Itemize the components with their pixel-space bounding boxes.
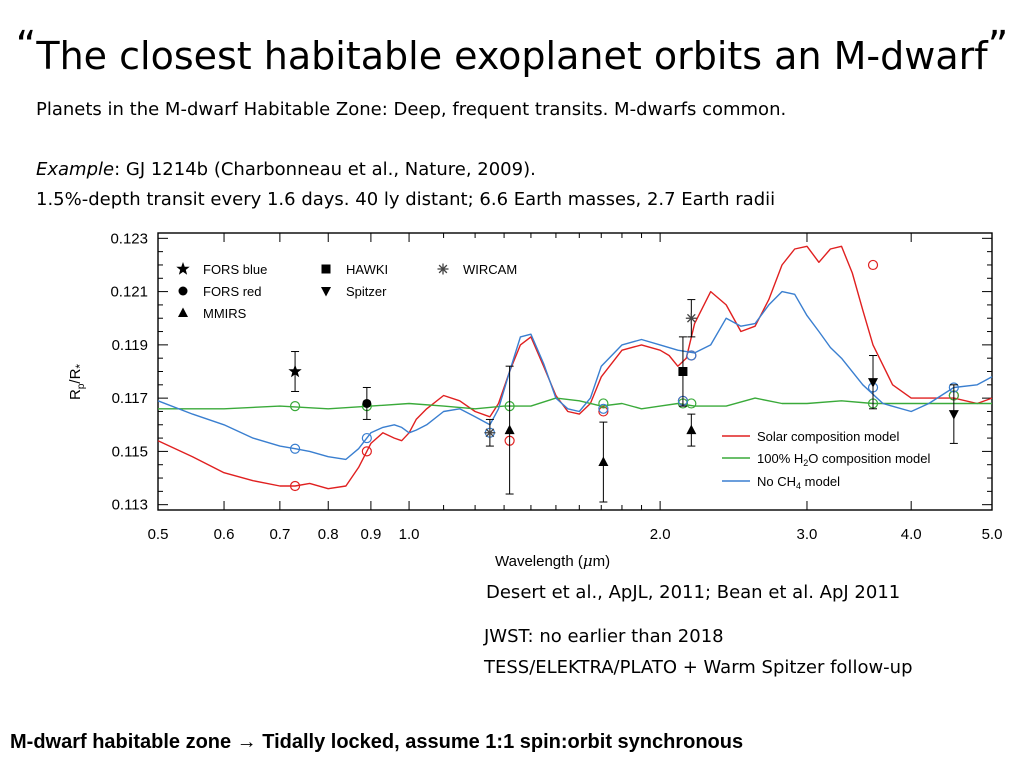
model-point xyxy=(686,398,697,409)
star-marker xyxy=(176,262,190,275)
legend-marker-mmirs xyxy=(178,307,188,317)
asterisk-stroke xyxy=(686,313,696,323)
circle-marker xyxy=(178,286,188,296)
model-point xyxy=(289,443,301,454)
transmission-spectrum-chart: 0.5 0.6 0.7 0.8 0.9 1.0 2.0 3.0 4.0 5.0 0.113 0.115… xyxy=(67,230,1002,570)
legend-item-100-h2o-composition-model: 100% H2O composition model xyxy=(722,451,930,468)
observation-spitzer xyxy=(868,378,879,388)
legend-label-fors-red: FORS red xyxy=(203,284,262,299)
x-tick-label: 4.0 xyxy=(901,526,922,543)
legend-marker-wircam xyxy=(437,263,449,275)
series-line-no-ch4-model xyxy=(157,290,993,461)
square-marker xyxy=(678,367,688,376)
x-tick-label: 0.5 xyxy=(148,526,169,543)
y-tick-label: 0.115 xyxy=(112,443,148,460)
legend-label-wircam: WIRCAM xyxy=(463,262,517,277)
observation-mmirs xyxy=(598,456,609,467)
plot-frame xyxy=(157,232,993,511)
model-point xyxy=(289,480,301,492)
transit-details-line: 1.5%-depth transit every 1.6 days. 40 ly… xyxy=(36,189,776,210)
legend-marker-fors-blue xyxy=(176,262,190,275)
legend-label-no-ch4-model: No CH4 model xyxy=(757,474,840,491)
tess-note: TESS/ELEKTRA/PLATO + Warm Spitzer follow… xyxy=(484,657,913,678)
triangle-up-marker xyxy=(178,307,188,317)
x-axis-label: Wavelength (μm) xyxy=(495,552,610,570)
example-line: Example: GJ 1214b (Charbonneau et al., N… xyxy=(36,158,536,182)
example-text: : GJ 1214b (Charbonneau et al., Nature, … xyxy=(114,159,536,180)
jwst-note: JWST: no earlier than 2018 xyxy=(484,626,724,647)
y-tick-label: 0.117 xyxy=(112,390,148,407)
legend-item-spitzer: Spitzer xyxy=(321,284,387,299)
observation-fors-blue xyxy=(288,364,302,378)
asterisk-stroke xyxy=(485,428,495,438)
square-marker xyxy=(321,264,331,274)
star-marker xyxy=(288,364,302,378)
legend-item-hawki: HAWKI xyxy=(321,262,388,277)
y-tick-label: 0.119 xyxy=(112,337,148,354)
series-line-100-h2o-composition-model xyxy=(158,397,992,410)
triangle-down-marker xyxy=(321,287,331,297)
legend-item-solar-composition-model: Solar composition model xyxy=(722,429,899,444)
observation-hawki xyxy=(678,367,688,376)
observation-mmirs xyxy=(686,424,697,435)
model-point xyxy=(361,446,372,457)
x-tick-label: 2.0 xyxy=(650,526,671,543)
chart-legend: FORS blue HAWKI WIRCAM FORS red Spitzer MMIRS… xyxy=(176,262,930,491)
legend-label-spitzer: Spitzer xyxy=(346,284,387,299)
triangle-up-marker xyxy=(504,424,515,435)
circle-marker xyxy=(362,398,372,408)
x-tick-label: 5.0 xyxy=(982,526,1003,543)
y-tick-label: 0.113 xyxy=(112,497,148,514)
footer-statement: M-dwarf habitable zone → Tidally locked,… xyxy=(10,731,744,753)
legend-label-solar-composition-model: Solar composition model xyxy=(757,429,899,444)
triangle-up-marker xyxy=(686,424,697,435)
slide-title: “The closest habitable exoplanet orbits … xyxy=(0,22,1024,80)
x-tick-label: 0.9 xyxy=(360,526,381,543)
model-point xyxy=(598,403,609,414)
x-tick-label: 0.8 xyxy=(318,526,339,543)
x-tick-label: 0.6 xyxy=(214,526,235,543)
observation-mmirs xyxy=(504,424,515,435)
legend-item-fors-red: FORS red xyxy=(178,284,262,299)
observation-fors-red xyxy=(362,398,372,408)
x-tick-label: 0.7 xyxy=(269,526,290,543)
triangle-down-marker xyxy=(868,378,879,388)
x-tick-label: 1.0 xyxy=(399,526,420,543)
intro-line: Planets in the M-dwarf Habitable Zone: D… xyxy=(36,99,787,120)
model-point xyxy=(598,398,609,409)
chart-axes: 0.5 0.6 0.7 0.8 0.9 1.0 2.0 3.0 4.0 5.0 0.113 0.115… xyxy=(110,230,1002,543)
x-tick-label: 3.0 xyxy=(797,526,818,543)
title-text: The closest habitable exoplanet orbits a… xyxy=(36,34,988,78)
y-tick-label: 0.123 xyxy=(110,230,148,247)
model-point xyxy=(289,401,301,412)
observation-spitzer xyxy=(948,410,959,420)
legend-item-fors-blue: FORS blue xyxy=(176,262,267,277)
observation-wircam xyxy=(484,427,496,439)
triangle-down-marker xyxy=(948,410,959,420)
legend-marker-fors-red xyxy=(178,286,188,296)
y-axis-label: Rp/R* xyxy=(67,364,87,400)
data-points xyxy=(288,259,959,503)
legend-label-mmirs: MMIRS xyxy=(203,306,247,321)
citation: Desert et al., ApJL, 2011; Bean et al. A… xyxy=(486,582,901,603)
legend-item-mmirs: MMIRS xyxy=(178,306,247,321)
legend-marker-hawki xyxy=(321,264,331,274)
y-tick-label: 0.121 xyxy=(110,284,148,301)
model-point xyxy=(867,259,879,271)
title-close-quote: ” xyxy=(987,23,1009,69)
observation-wircam xyxy=(685,312,697,324)
triangle-up-marker xyxy=(598,456,609,467)
asterisk-stroke xyxy=(438,264,448,274)
legend-label-fors-blue: FORS blue xyxy=(203,262,267,277)
model-point xyxy=(598,406,609,417)
title-open-quote: “ xyxy=(15,23,37,69)
legend-marker-spitzer xyxy=(321,287,331,297)
legend-item-wircam: WIRCAM xyxy=(437,262,517,277)
legend-label-100-h2o-composition-model: 100% H2O composition model xyxy=(757,451,930,468)
model-point xyxy=(686,350,697,361)
legend-label-hawki: HAWKI xyxy=(346,262,388,277)
model-point xyxy=(361,432,372,444)
example-label: Example xyxy=(36,159,115,180)
legend-item-no-ch4-model: No CH4 model xyxy=(722,474,840,491)
